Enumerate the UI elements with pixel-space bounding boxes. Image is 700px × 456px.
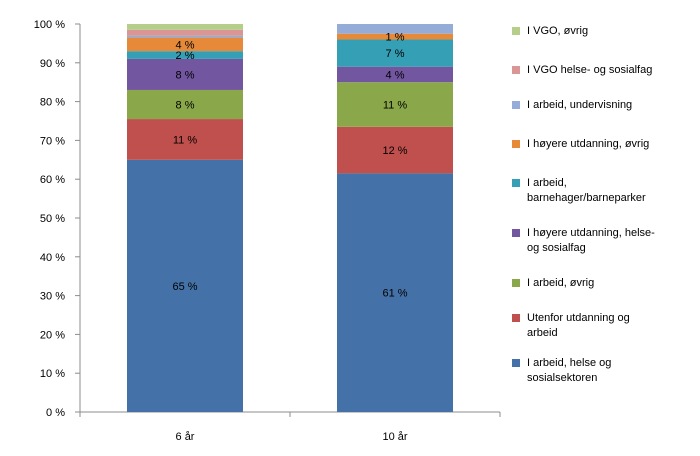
bar-segment — [337, 24, 453, 34]
bar-value-label: 8 % — [176, 69, 195, 81]
legend-swatch — [512, 66, 520, 74]
bar-segment — [127, 35, 243, 38]
legend-label: I VGO helse- og sosialfag — [527, 64, 653, 76]
x-axis: 6 år 10 år — [79, 411, 501, 443]
y-tick-label: 50 % — [40, 213, 65, 225]
legend-item-hoyere-helse: I høyere utdanning, helse- og sosialfag — [512, 226, 662, 256]
bar-value-label: 8 % — [176, 100, 195, 112]
bar-segment — [337, 82, 453, 127]
bar-value-label: 12 % — [382, 145, 407, 157]
legend-label: I høyere utdanning, øvrig — [527, 138, 650, 150]
bars — [127, 24, 453, 412]
y-tick-label: 40 % — [40, 252, 65, 264]
bar-segment — [127, 159, 243, 412]
bar-segment — [127, 24, 243, 30]
bar-segment — [337, 39, 453, 67]
bar-value-label: 4 % — [176, 39, 195, 51]
legend-swatch — [512, 229, 520, 237]
bar-value-label: 61 % — [382, 288, 407, 300]
legend-label: I VGO, øvrig — [527, 25, 589, 37]
bar-segment — [127, 37, 243, 52]
y-tick-label: 80 % — [40, 97, 65, 109]
legend: I VGO, øvrig I VGO helse- og sosialfag I… — [512, 0, 697, 456]
bar-segment — [127, 89, 243, 120]
bar-value-label: 11 % — [383, 100, 407, 112]
bar-value-label: 65 % — [172, 281, 197, 293]
bar-segment — [337, 33, 453, 40]
bar-labels: 65 %11 %8 %8 %2 %4 %61 %12 %11 %4 %7 %1 … — [172, 32, 407, 300]
y-tick-label: 0 % — [46, 407, 65, 419]
legend-swatch — [512, 359, 520, 367]
y-axis: 0 % 10 % 20 % 30 % 40 % 50 % 60 % 70 % 80 % 90 % 1… — [34, 19, 81, 419]
bar-value-label: 2 % — [176, 50, 195, 62]
y-tick-label: 10 % — [40, 368, 65, 380]
legend-label: I arbeid, barnehager/barneparker — [527, 177, 646, 204]
legend-item-arbeid-ovrig: I arbeid, øvrig — [512, 276, 687, 291]
bar-value-label: 7 % — [386, 48, 405, 60]
legend-swatch — [512, 314, 520, 322]
bar-value-label: 1 % — [386, 32, 405, 44]
legend-item-hoyere-ovrig: I høyere utdanning, øvrig — [512, 137, 687, 152]
bar-segment — [127, 58, 243, 90]
y-tick-label: 30 % — [40, 291, 65, 303]
bar-value-label: 11 % — [173, 134, 197, 146]
legend-label: I arbeid, øvrig — [527, 277, 595, 289]
x-tick-label: 6 år — [176, 431, 195, 443]
legend-label: Utenfor utdanning og arbeid — [527, 312, 630, 339]
bar-segment — [127, 51, 243, 59]
legend-item-vgo-helse: I VGO helse- og sosialfag — [512, 63, 687, 78]
legend-swatch — [512, 179, 520, 187]
legend-swatch — [512, 27, 520, 35]
legend-item-utenfor: Utenfor utdanning og arbeid — [512, 311, 657, 341]
legend-item-arbeid-undervisning: I arbeid, undervisning — [512, 98, 687, 113]
x-tick-label: 10 år — [382, 431, 407, 443]
y-tick-label: 90 % — [40, 58, 65, 70]
bar-segment — [127, 29, 243, 36]
legend-item-vgo-ovrig: I VGO, øvrig — [512, 24, 687, 39]
bar-segment — [337, 126, 453, 174]
legend-label: I arbeid, undervisning — [527, 99, 633, 111]
legend-swatch — [512, 279, 520, 287]
legend-label: I arbeid, helse og sosialsektoren — [527, 357, 612, 384]
bar-segment — [337, 66, 453, 83]
legend-label: I høyere utdanning, helse- og sosialfag — [527, 227, 655, 254]
y-tick-label: 70 % — [40, 135, 65, 147]
bar-segment — [337, 173, 453, 412]
bar-value-label: 4 % — [386, 69, 405, 81]
legend-item-arbeid-helse: I arbeid, helse og sosialsektoren — [512, 356, 647, 386]
legend-swatch — [512, 140, 520, 148]
y-tick-label: 60 % — [40, 174, 65, 186]
bar-segment — [127, 119, 243, 160]
legend-item-arbeid-barnehager: I arbeid, barnehager/barneparker — [512, 176, 675, 206]
legend-swatch — [512, 101, 520, 109]
y-tick-label: 100 % — [34, 19, 65, 31]
y-tick-label: 20 % — [40, 329, 65, 341]
